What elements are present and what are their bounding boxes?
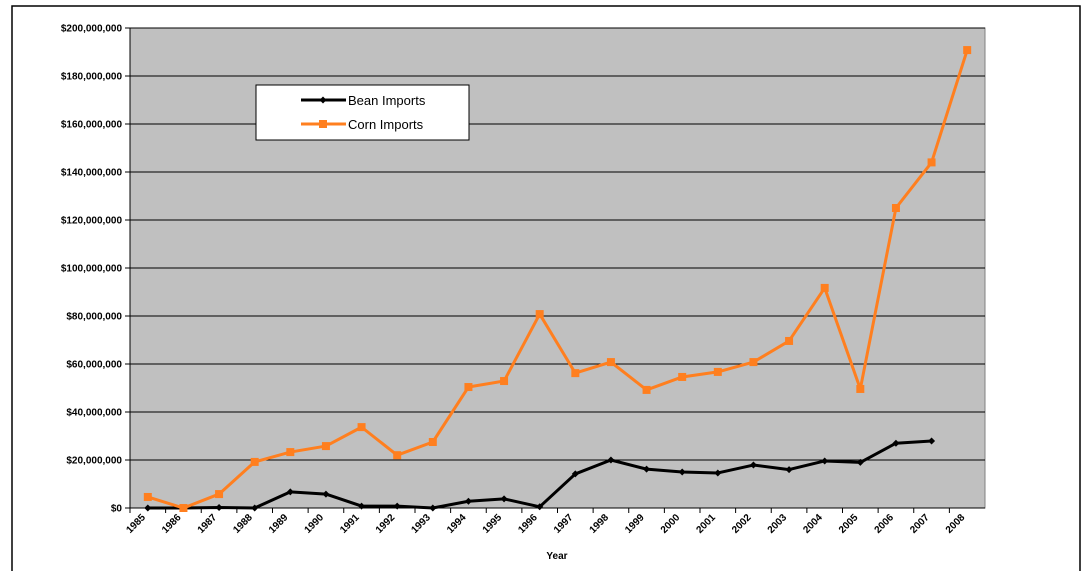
series-line	[147, 49, 969, 510]
point	[749, 461, 757, 469]
y-tick-label: $40,000,000	[66, 408, 122, 419]
legend-box	[255, 84, 470, 141]
y-tick-label: $140,000,000	[61, 168, 123, 179]
y-tick-label: $80,000,000	[66, 312, 122, 323]
y-tick-label: $100,000,000	[61, 264, 123, 275]
point	[429, 504, 437, 512]
point	[713, 367, 722, 376]
point	[428, 438, 437, 446]
point	[749, 358, 758, 367]
y-tick-label: $0	[111, 504, 123, 515]
y-tick-label: $120,000,000	[61, 216, 123, 227]
point	[322, 490, 330, 498]
point	[678, 468, 686, 476]
point	[963, 46, 972, 55]
point	[642, 385, 651, 394]
y-tick-label: $200,000,000	[61, 24, 123, 35]
point	[319, 120, 327, 128]
point	[358, 502, 366, 510]
point	[820, 283, 829, 292]
point	[821, 457, 829, 465]
point	[678, 372, 687, 381]
point	[928, 437, 936, 445]
point	[892, 439, 900, 447]
point	[891, 204, 900, 212]
point	[251, 504, 259, 512]
point	[607, 456, 615, 464]
point	[785, 466, 793, 474]
y-tick-label: $180,000,000	[61, 72, 123, 83]
point	[215, 490, 224, 499]
point	[643, 465, 651, 473]
y-tick-label: $60,000,000	[66, 360, 122, 371]
point	[785, 336, 794, 345]
point	[464, 383, 473, 392]
point	[464, 497, 472, 505]
point	[500, 377, 509, 386]
point	[179, 504, 188, 512]
point	[393, 451, 402, 460]
point	[535, 310, 544, 319]
point	[215, 504, 223, 512]
point	[321, 442, 330, 451]
legend-label: Bean Imports	[348, 93, 426, 108]
legend-label: Corn Imports	[348, 117, 424, 132]
point	[319, 96, 327, 104]
point	[571, 369, 580, 378]
point	[357, 423, 366, 432]
y-tick-label: $160,000,000	[61, 120, 123, 131]
x-axis-title: Year	[546, 551, 567, 562]
point	[144, 504, 152, 512]
point	[286, 488, 294, 496]
point	[571, 470, 579, 478]
point	[536, 503, 544, 511]
point	[714, 469, 722, 477]
y-tick-label: $20,000,000	[66, 456, 122, 467]
point	[250, 457, 259, 466]
point	[393, 502, 401, 510]
point	[286, 448, 295, 457]
point	[606, 358, 615, 367]
point	[856, 384, 865, 393]
point	[856, 458, 864, 466]
point	[927, 158, 936, 167]
point	[500, 495, 508, 503]
point	[143, 492, 152, 501]
